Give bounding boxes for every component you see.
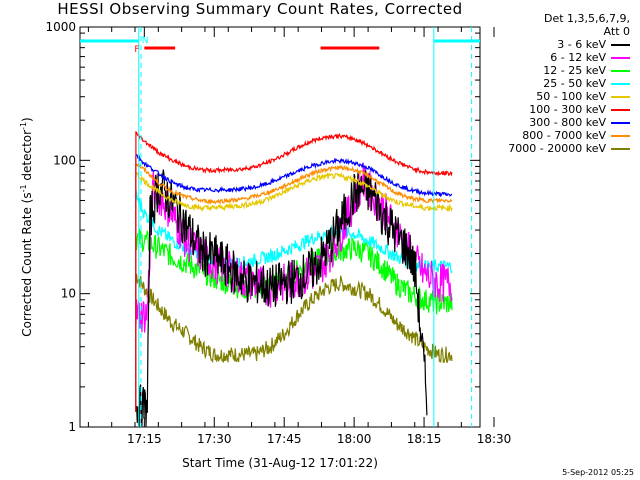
legend-label: 50 - 100 keV xyxy=(536,90,606,103)
x-axis-label: Start Time (31-Aug-12 17:01:22) xyxy=(182,456,378,470)
flag-label: F xyxy=(134,45,139,55)
legend-swatch xyxy=(611,122,630,124)
legend-label: 6 - 12 keV xyxy=(550,51,606,64)
legend-swatch xyxy=(611,57,630,59)
series-line xyxy=(135,153,453,412)
y-axis-label: Corrected Count Rate (s-1 detector-1) xyxy=(19,117,34,336)
x-tick-label: 17:45 xyxy=(267,432,302,446)
legend-entry: 3 - 6 keV xyxy=(480,38,636,51)
x-axis: 17:15 17:30 17:45 18:00 18:15 18:30 xyxy=(87,27,512,446)
legend-label: 100 - 300 keV xyxy=(529,103,606,116)
legend-swatch xyxy=(611,109,630,111)
legend-label: 7000 - 20000 keV xyxy=(508,142,606,155)
flag-label: N xyxy=(142,36,149,46)
legend: Det 1,3,5,6,7,9, Att 0 3 - 6 keV 6 - 12 k… xyxy=(480,12,636,155)
chart-title: HESSI Observing Summary Count Rates, Cor… xyxy=(57,0,463,18)
x-tick-label: 17:30 xyxy=(197,432,232,446)
series-layer xyxy=(135,131,453,427)
legend-entry: 50 - 100 keV xyxy=(480,90,636,103)
legend-entry: 25 - 50 keV xyxy=(480,77,636,90)
legend-label: 3 - 6 keV xyxy=(557,38,606,51)
legend-swatch xyxy=(611,135,630,137)
legend-swatch xyxy=(611,44,630,46)
y-tick-label: 100 xyxy=(53,153,76,167)
series-line xyxy=(135,273,453,412)
y-tick-label: 1000 xyxy=(45,20,76,34)
legend-label: 12 - 25 keV xyxy=(543,64,606,77)
legend-swatch xyxy=(611,96,630,98)
legend-entry: 100 - 300 keV xyxy=(480,103,636,116)
flag-layer: FN xyxy=(80,27,480,427)
legend-label: 300 - 800 keV xyxy=(529,116,606,129)
legend-entry: 12 - 25 keV xyxy=(480,64,636,77)
legend-attenuator: Att 0 xyxy=(603,25,630,38)
legend-label: 25 - 50 keV xyxy=(543,77,606,90)
x-tick-label: 17:15 xyxy=(127,432,162,446)
legend-entry: 800 - 7000 keV xyxy=(480,129,636,142)
x-tick-label: 18:30 xyxy=(477,432,512,446)
series-line xyxy=(135,131,453,412)
legend-swatch xyxy=(611,70,630,72)
series-line xyxy=(135,189,453,412)
legend-label: 800 - 7000 keV xyxy=(522,129,606,142)
legend-detectors: Det 1,3,5,6,7,9, xyxy=(543,12,630,25)
x-tick-label: 18:00 xyxy=(337,432,372,446)
y-axis: 1 10 100 1000 xyxy=(45,20,480,434)
y-tick-label: 10 xyxy=(61,287,76,301)
y-tick-label: 1 xyxy=(68,420,76,434)
x-tick-label: 18:15 xyxy=(407,432,442,446)
legend-swatch xyxy=(611,83,630,85)
legend-entries: 3 - 6 keV 6 - 12 keV 12 - 25 keV 25 - 50 ke… xyxy=(480,38,636,155)
legend-entry: 300 - 800 keV xyxy=(480,116,636,129)
legend-swatch xyxy=(611,148,630,150)
series-line xyxy=(135,162,453,412)
legend-entry: 6 - 12 keV xyxy=(480,51,636,64)
legend-entry: 7000 - 20000 keV xyxy=(480,142,636,155)
series-line xyxy=(135,171,453,412)
footer-date: 5-Sep-2012 05:25 xyxy=(562,468,634,477)
plot-frame xyxy=(79,26,481,428)
